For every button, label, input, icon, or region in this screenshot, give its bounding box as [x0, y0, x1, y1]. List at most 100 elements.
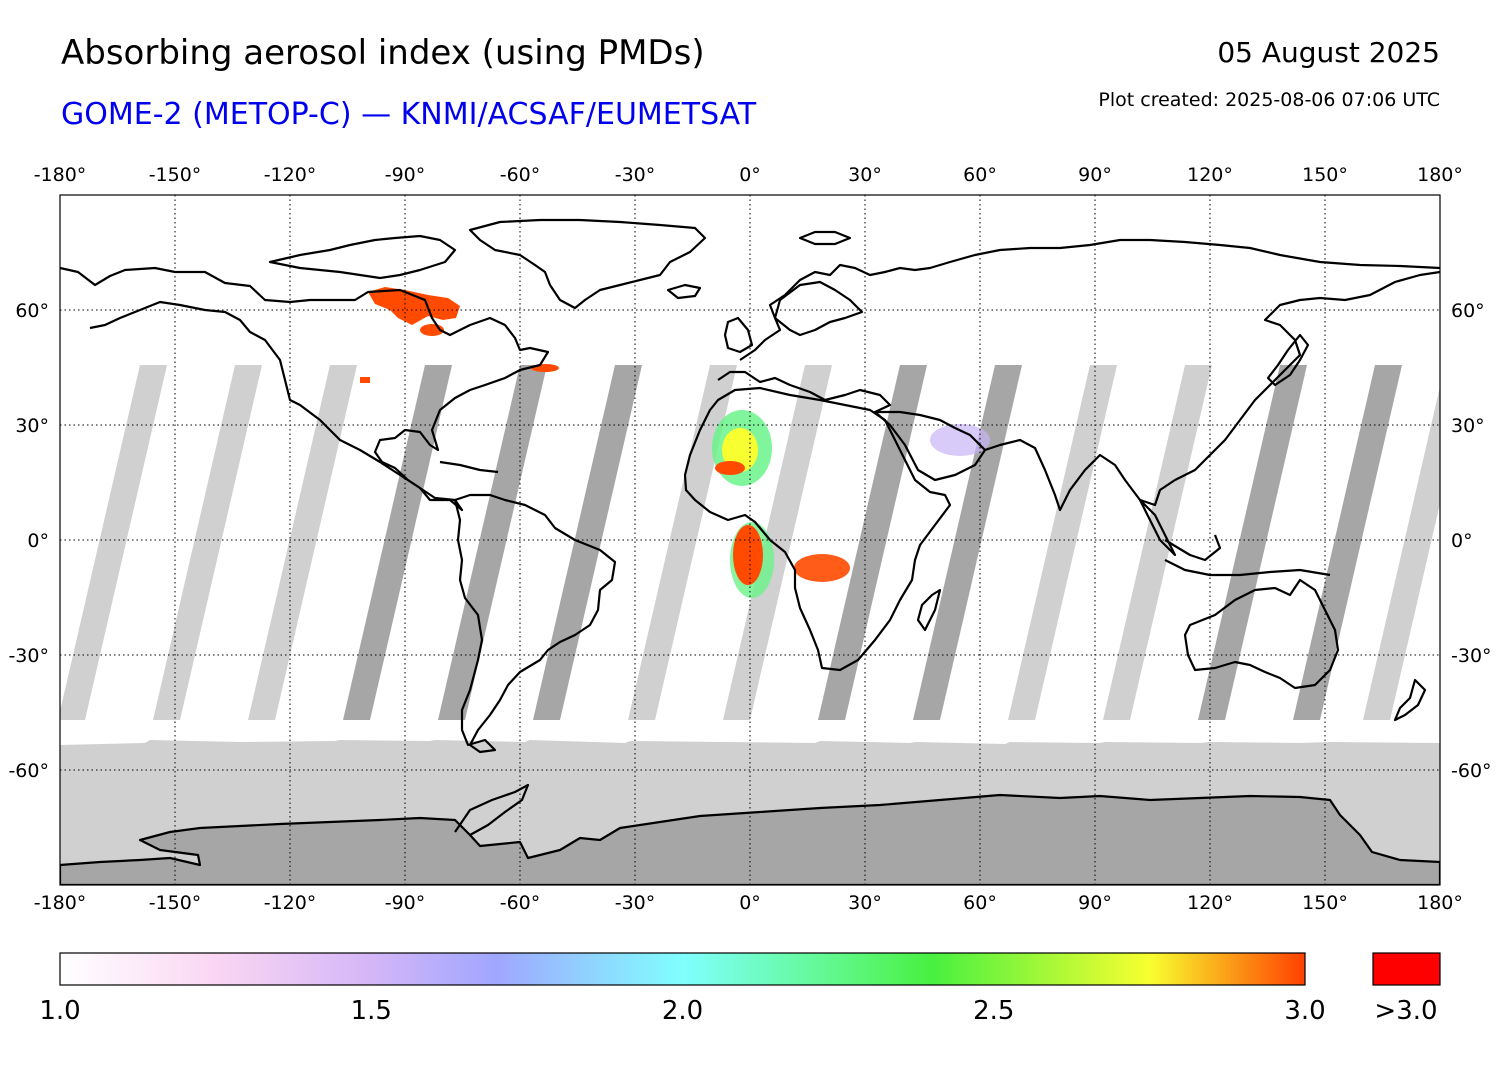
mediterranean-north-coastline: [717, 370, 892, 413]
latitude-labels-right: 60° 30° 0° -30° -60°: [1451, 300, 1492, 782]
orbit-gap-band: [1363, 386, 1440, 720]
map-gridlines: [60, 195, 1440, 885]
longitude-label: 0°: [739, 164, 761, 186]
scandinavia-coastline: [773, 280, 864, 337]
map-date: 05 August 2025: [1217, 36, 1440, 69]
latitude-labels-left: 60° 30° 0° -30° -60°: [8, 300, 49, 782]
colorbar-gradient: [59, 952, 1306, 986]
longitude-label: -180°: [34, 164, 87, 186]
orbit-swath-gaps: [60, 365, 1440, 720]
longitude-label: 30°: [848, 164, 882, 186]
longitude-labels-top: -180° -150° -120° -90° -60° -30° 0° 30° 60° 90° 12…: [34, 164, 1463, 186]
longitude-label: 120°: [1187, 892, 1233, 914]
japan-coastline: [1266, 333, 1310, 387]
longitude-label: -120°: [264, 164, 317, 186]
south-america-coastline: [453, 493, 617, 754]
map-subtitle: GOME-2 (METOP-C) — KNMI/ACSAF/EUMETSAT: [61, 97, 757, 132]
longitude-label: 60°: [963, 164, 997, 186]
caribbean-coastline: [439, 460, 499, 474]
map-title: Absorbing aerosol index (using PMDs): [61, 33, 705, 73]
orbit-gap-band: [438, 365, 547, 720]
latitude-label: -60°: [8, 760, 49, 782]
north-america-coastline: [60, 266, 550, 512]
us-smoke-spot: [360, 377, 370, 383]
longitude-label: 60°: [963, 892, 997, 914]
latitude-label: -30°: [8, 645, 49, 667]
orbit-gap-band: [1103, 365, 1212, 720]
longitude-label: -150°: [149, 892, 202, 914]
colorbar-over-range-label: >3.0: [1374, 996, 1437, 1026]
orbit-gap-band: [818, 365, 927, 720]
longitude-label: -120°: [264, 892, 317, 914]
colorbar: 1.0 1.5 2.0 2.5 3.0 >3.0: [39, 952, 1441, 1026]
orbit-gap-band: [628, 365, 737, 720]
latitude-label: 60°: [1451, 300, 1485, 322]
colorbar-tick-label: 1.5: [351, 996, 392, 1026]
plot-created-timestamp: Plot created: 2025-08-06 07:06 UTC: [1098, 89, 1440, 111]
map-frame: [59, 194, 1441, 886]
longitude-label: -30°: [615, 164, 656, 186]
arctic-archipelago-coastline: [268, 234, 457, 280]
southeast-asia-coastline: [1138, 498, 1222, 562]
longitude-label: 0°: [739, 892, 761, 914]
orbit-gap-band: [1293, 365, 1402, 720]
map-area: [60, 195, 1440, 885]
longitude-label: -90°: [385, 892, 426, 914]
congo-smoke: [794, 554, 850, 582]
colorbar-over-range-swatch: [1372, 952, 1441, 986]
aerosol-plumes: [360, 287, 990, 598]
europe-coastline: [739, 238, 1440, 361]
colorbar-tick-label: 2.5: [973, 996, 1014, 1026]
british-isles-coastline: [723, 316, 754, 354]
colorbar-tick-label: 2.0: [662, 996, 703, 1026]
australia-coastline: [1183, 578, 1340, 690]
indonesia-coastline: [1164, 559, 1331, 577]
latitude-label: -60°: [1451, 760, 1492, 782]
arabia-dust: [930, 424, 990, 456]
orbit-gap-band: [1198, 365, 1307, 720]
longitude-label: 30°: [848, 892, 882, 914]
greenland-coastline: [468, 218, 707, 310]
sahara-dust-core: [722, 428, 758, 472]
longitude-label: -30°: [615, 892, 656, 914]
orbit-gap-band: [60, 365, 167, 720]
new-zealand-coastline: [1393, 678, 1427, 722]
latitude-label: 0°: [27, 530, 49, 552]
orbit-gap-band: [248, 365, 357, 720]
longitude-label: -180°: [34, 892, 87, 914]
orbit-gap-band: [1008, 365, 1117, 720]
antarctic-peninsula-coastline: [454, 783, 530, 836]
longitude-label: -150°: [149, 164, 202, 186]
longitude-label: 150°: [1302, 892, 1348, 914]
colorbar-tick-label: 3.0: [1284, 996, 1325, 1026]
latitude-label: 30°: [1451, 415, 1485, 437]
orbit-gap-band: [343, 365, 452, 720]
sahara-dust-peak: [715, 461, 745, 475]
longitude-label: 120°: [1187, 164, 1233, 186]
longitude-label: -60°: [500, 164, 541, 186]
longitude-label: 180°: [1417, 164, 1463, 186]
orbit-gap-band: [913, 365, 1022, 720]
longitude-label: 150°: [1302, 164, 1348, 186]
orbit-gap-band: [153, 365, 262, 720]
longitude-label: 90°: [1078, 892, 1112, 914]
latitude-label: 60°: [15, 300, 49, 322]
svalbard-coastline: [798, 230, 852, 246]
asia-coastline: [984, 270, 1440, 512]
madagascar-coastline: [916, 588, 942, 632]
colorbar-tick-labels: 1.0 1.5 2.0 2.5 3.0: [39, 996, 1325, 1026]
longitude-label: 90°: [1078, 164, 1112, 186]
longitude-label: -60°: [500, 892, 541, 914]
longitude-labels-bottom: -180° -150° -120° -90° -60° -30° 0° 30° 60° 90° 12…: [34, 892, 1463, 914]
longitude-label: -90°: [385, 164, 426, 186]
orbit-gap-band: [723, 365, 832, 720]
iceland-coastline: [666, 283, 702, 300]
latitude-label: -30°: [1451, 645, 1492, 667]
canada-smoke-plume: [368, 287, 460, 325]
central-africa-smoke-core: [733, 525, 763, 585]
orbit-gap-band: [533, 365, 642, 720]
colorbar-tick-label: 1.0: [39, 996, 80, 1026]
longitude-label: 180°: [1417, 892, 1463, 914]
latitude-label: 30°: [15, 415, 49, 437]
